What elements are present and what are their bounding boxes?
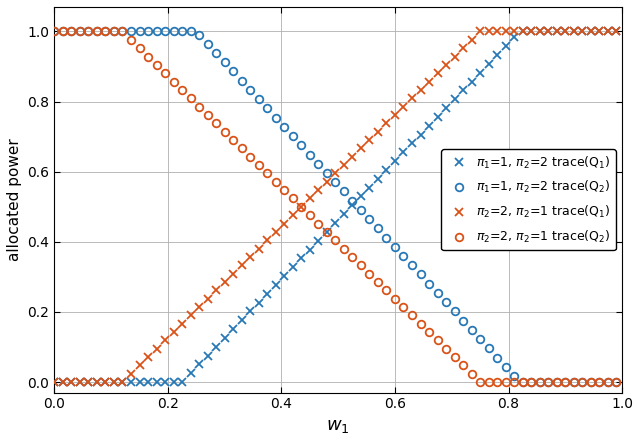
$\pi_2$=2, $\pi_2$=1 trace(Q$_2$) — [118, 29, 126, 34]
$\pi_1$=1, $\pi_2$=2 trace(Q$_1$) — [612, 29, 620, 34]
$\pi_2$=2, $\pi_2$=1 trace(Q$_1$) — [51, 380, 58, 385]
$\pi_2$=2, $\pi_2$=1 trace(Q$_2$) — [476, 380, 484, 385]
$\pi_1$=1, $\pi_2$=2 trace(Q$_1$) — [280, 274, 288, 279]
$\pi_2$=2, $\pi_2$=1 trace(Q$_1$) — [579, 29, 586, 34]
Line: $\pi_1$=1, $\pi_2$=2 trace(Q$_2$): $\pi_1$=1, $\pi_2$=2 trace(Q$_2$) — [51, 28, 620, 386]
$\pi_1$=1, $\pi_2$=2 trace(Q$_1$) — [579, 29, 586, 34]
Line: $\pi_2$=2, $\pi_2$=1 trace(Q$_2$): $\pi_2$=2, $\pi_2$=1 trace(Q$_2$) — [51, 28, 620, 386]
$\pi_2$=2, $\pi_2$=1 trace(Q$_2$) — [612, 380, 620, 385]
$\pi_1$=1, $\pi_2$=2 trace(Q$_2$) — [306, 152, 314, 157]
$\pi_1$=1, $\pi_2$=2 trace(Q$_2$) — [136, 29, 143, 34]
Line: $\pi_1$=1, $\pi_2$=2 trace(Q$_1$): $\pi_1$=1, $\pi_2$=2 trace(Q$_1$) — [51, 28, 620, 386]
$\pi_2$=2, $\pi_2$=1 trace(Q$_1$) — [306, 196, 314, 201]
$\pi_2$=2, $\pi_2$=1 trace(Q$_2$) — [280, 187, 288, 193]
$\pi_1$=1, $\pi_2$=2 trace(Q$_1$) — [136, 380, 143, 385]
$\pi_1$=1, $\pi_2$=2 trace(Q$_2$) — [519, 380, 527, 385]
Line: $\pi_2$=2, $\pi_2$=1 trace(Q$_1$): $\pi_2$=2, $\pi_2$=1 trace(Q$_1$) — [51, 28, 620, 386]
$\pi_2$=2, $\pi_2$=1 trace(Q$_2$) — [485, 380, 493, 385]
$\pi_1$=1, $\pi_2$=2 trace(Q$_1$) — [306, 247, 314, 252]
$\pi_1$=1, $\pi_2$=2 trace(Q$_2$) — [118, 29, 126, 34]
$\pi_1$=1, $\pi_2$=2 trace(Q$_2$) — [51, 29, 58, 34]
$\pi_2$=2, $\pi_2$=1 trace(Q$_1$) — [280, 221, 288, 226]
Legend: $\pi_1$=1, $\pi_2$=2 trace(Q$_1$), $\pi_1$=1, $\pi_2$=2 trace(Q$_2$), $\pi_2$=2,: $\pi_1$=1, $\pi_2$=2 trace(Q$_1$), $\pi_… — [442, 149, 616, 250]
X-axis label: $w_1$: $w_1$ — [326, 417, 350, 435]
$\pi_2$=2, $\pi_2$=1 trace(Q$_1$) — [612, 29, 620, 34]
$\pi_2$=2, $\pi_2$=1 trace(Q$_2$) — [306, 213, 314, 218]
$\pi_2$=2, $\pi_2$=1 trace(Q$_2$) — [136, 46, 143, 51]
$\pi_1$=1, $\pi_2$=2 trace(Q$_2$) — [476, 336, 484, 342]
Y-axis label: allocated power: allocated power — [7, 138, 22, 261]
$\pi_1$=1, $\pi_2$=2 trace(Q$_2$) — [579, 380, 586, 385]
$\pi_1$=1, $\pi_2$=2 trace(Q$_1$) — [476, 70, 484, 76]
$\pi_2$=2, $\pi_2$=1 trace(Q$_1$) — [136, 363, 143, 368]
$\pi_2$=2, $\pi_2$=1 trace(Q$_1$) — [476, 29, 484, 34]
$\pi_1$=1, $\pi_2$=2 trace(Q$_1$) — [519, 29, 527, 34]
$\pi_2$=2, $\pi_2$=1 trace(Q$_1$) — [485, 29, 493, 34]
$\pi_2$=2, $\pi_2$=1 trace(Q$_2$) — [51, 29, 58, 34]
$\pi_1$=1, $\pi_2$=2 trace(Q$_1$) — [118, 380, 126, 385]
$\pi_1$=1, $\pi_2$=2 trace(Q$_2$) — [612, 380, 620, 385]
$\pi_2$=2, $\pi_2$=1 trace(Q$_2$) — [579, 380, 586, 385]
$\pi_1$=1, $\pi_2$=2 trace(Q$_1$) — [51, 380, 58, 385]
$\pi_2$=2, $\pi_2$=1 trace(Q$_1$) — [118, 380, 126, 385]
$\pi_1$=1, $\pi_2$=2 trace(Q$_2$) — [280, 124, 288, 130]
